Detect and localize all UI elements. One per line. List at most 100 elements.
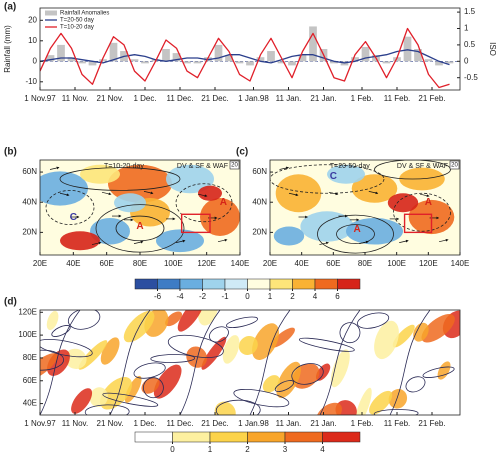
colorbar-swatch [134,431,173,443]
x-tick-label: 11 Nov. [62,419,88,428]
contour [291,363,324,385]
frame [39,309,461,416]
contour [339,322,361,344]
colorbar-swatch [247,431,286,443]
contour [226,316,259,328]
flux-arrow [59,192,70,197]
center-marker: A [353,224,360,235]
bar [225,55,233,62]
bar [414,49,422,62]
colorbar-swatch [284,431,323,443]
y2-tick-label: 1 [464,24,469,33]
bar [193,61,202,64]
colorbar-label: -4 [176,292,184,301]
x-tick-label: 21 Nov. [97,94,124,103]
flux-arrow [217,238,228,243]
bar [309,26,317,62]
shading [60,231,100,251]
y-tick-label: 60N [252,167,267,176]
bar [78,61,86,64]
shading [238,335,258,356]
contour [115,215,165,242]
colorbar-label: 6 [335,292,340,301]
contour [51,325,71,337]
colorbar-label: 4 [313,292,318,301]
y-tick-label: 120E [18,307,37,316]
shading [64,348,87,369]
y-tick-label: 40N [252,197,267,206]
bar [267,51,275,62]
shading [351,174,398,203]
y-axis-label: Rainfall (mm) [3,25,12,73]
ref-value: 20 [451,163,458,169]
y-tick-label: 20N [252,227,267,236]
y-tick-label: 60E [23,376,37,385]
colorbar-label: -6 [154,292,162,301]
contour [270,164,385,194]
contour [393,192,451,232]
x-tick-label: 1 Nov.97 [24,419,56,428]
plot-area [270,160,460,255]
bar [109,42,118,62]
shading [80,164,120,184]
x-tick-label: 1 Dec. [133,94,156,103]
y-tick-label: 20 [28,15,37,24]
bar [424,59,433,62]
contour [356,312,390,329]
colorbar-label: 2 [245,445,250,454]
contour [167,334,224,359]
flux-arrow [288,192,299,197]
flux-arrow [420,193,430,198]
bar [445,61,454,64]
y-tick-label: 10 [28,36,37,45]
x-tick-label: 120E [197,259,216,268]
colorbar-label: 0 [245,292,250,301]
shading [275,174,322,213]
panel-note: DV & SF & WAF [397,163,448,170]
contour [59,167,181,191]
x-tick-label: 1 Nov.97 [24,94,56,103]
center-marker: C [330,171,337,182]
x-tick-label: 11 Dec. [167,419,194,428]
shading [300,211,354,242]
y2-tick-label: -0.5 [464,73,478,82]
x-tick-label: 80E [133,259,147,268]
legend-label: T=20-50 day [60,18,94,24]
x-tick-label: 21 Feb. [418,94,445,103]
flux-arrow [328,191,339,196]
contour [40,339,93,358]
x-tick-label: 40E [66,259,80,268]
shading [46,310,59,331]
x-tick-label: 60E [326,259,340,268]
shading [387,193,419,213]
x-tick-label: 11 Dec. [167,94,194,103]
x-tick-label: 1 Jan.98 [238,419,269,428]
colorbar-swatch [322,431,361,443]
panel-label: (a) [4,2,16,13]
colorbar-label: 2 [290,292,295,301]
bar [162,49,170,62]
shading [71,388,93,414]
shading [124,375,142,403]
contour [215,399,261,415]
colorbar-swatch [224,278,248,290]
shading [392,324,415,348]
y2-tick-label: 0.5 [464,40,476,49]
colorbar-swatch [209,431,248,443]
bar [46,55,55,62]
bar [256,57,265,62]
bar [288,61,296,66]
bar [141,61,149,64]
shading [421,314,455,343]
colorbar-label: 1 [268,292,273,301]
center-marker: A [220,197,227,208]
shading [374,320,399,360]
x-tick-label: 100E [387,259,406,268]
x-tick-label: 80E [358,259,372,268]
shading [330,349,350,388]
line [40,49,450,66]
bar [361,46,370,62]
contour [150,354,196,363]
colorbar-swatch [247,278,271,290]
x-tick-label: 140E [451,259,470,268]
